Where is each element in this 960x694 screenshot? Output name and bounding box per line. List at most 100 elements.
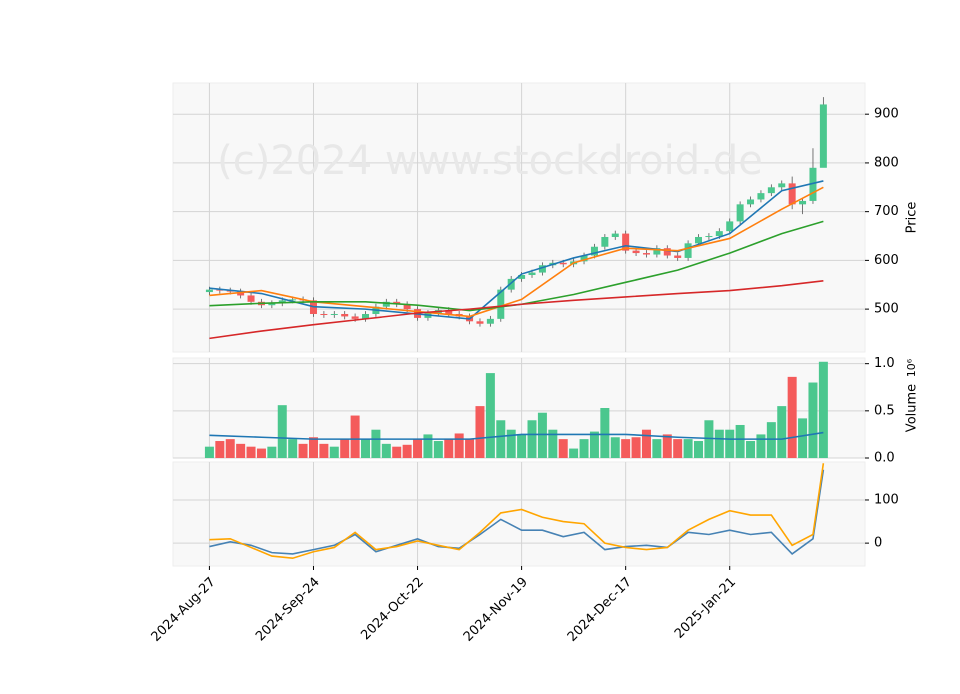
candle-body [747, 199, 755, 205]
candle-body [778, 183, 786, 188]
volume-bar [444, 439, 454, 458]
volume-bar [465, 439, 475, 458]
y-scale-label: 10⁶ [905, 358, 918, 377]
volume-bar [600, 408, 610, 458]
candle-body [695, 236, 703, 244]
panel-background [172, 82, 866, 353]
candle-body [767, 187, 775, 194]
volume-bar [694, 441, 704, 458]
moving-average-line [209, 180, 824, 320]
x-tick-label: 2025-Jan-21 [672, 575, 739, 642]
y-tick-label: 1.0 [874, 356, 895, 371]
volume-bar [485, 373, 495, 458]
candle-body [590, 246, 598, 256]
volume-bar [652, 439, 662, 458]
candle-body [330, 313, 338, 315]
volume-bar [777, 406, 787, 458]
volume-bar [766, 422, 776, 458]
volume-bar [340, 439, 350, 458]
candle-body [216, 289, 224, 291]
volume-bar [361, 439, 371, 458]
volume-bar [236, 443, 246, 458]
candle-body [580, 255, 588, 262]
volume-bar [610, 437, 620, 458]
y-axis-label: Volume [905, 384, 920, 432]
candle-body [601, 236, 609, 247]
candle-body [559, 262, 567, 265]
volume-bar [798, 418, 808, 458]
volume-bar [256, 448, 266, 458]
candle-body [715, 231, 723, 237]
candle-body [445, 310, 453, 314]
volume-bar [204, 446, 214, 458]
volume-bar [517, 434, 527, 458]
candle-body [268, 303, 276, 306]
volume-bar [662, 434, 672, 458]
oscillator-line [209, 469, 825, 555]
volume-bar [319, 443, 329, 458]
moving-average-line [209, 280, 824, 340]
volume-bar [423, 434, 433, 458]
volume-bar [454, 433, 464, 458]
candle-body [653, 248, 661, 255]
volume-bar [225, 439, 235, 458]
candle-body [799, 200, 807, 205]
candle-body [320, 313, 328, 315]
candle-body [528, 272, 536, 276]
candle-body [518, 275, 526, 279]
x-tick-label: 2024-Nov-19 [461, 575, 531, 645]
candle-body [403, 304, 411, 310]
volume-bar [641, 429, 651, 458]
x-tick-label: 2024-Sep-24 [253, 575, 323, 645]
y-tick-label: 700 [874, 204, 899, 219]
volume-bar [631, 437, 641, 458]
candle-body [278, 300, 286, 304]
y-tick-label: 500 [874, 302, 899, 317]
candle-body [632, 250, 640, 254]
candle-body [684, 243, 692, 258]
candle-body [289, 299, 297, 301]
volume-bar [267, 446, 277, 458]
moving-average-line [209, 431, 824, 440]
volume-bar [787, 376, 797, 458]
candle-body [476, 321, 484, 324]
volume-bar [673, 439, 683, 458]
candle-body [611, 233, 619, 237]
candle-body [538, 265, 546, 273]
volume-bar [475, 406, 485, 458]
y-tick-label: 0.0 [874, 451, 895, 466]
volume-bar [308, 437, 318, 458]
candle-body [622, 233, 630, 251]
volume-bar [496, 420, 506, 458]
oscillator-line [209, 463, 825, 560]
candle-body [663, 248, 671, 256]
volume-bar [548, 429, 558, 458]
volume-bar [569, 448, 579, 458]
candle-body [736, 204, 744, 222]
volume-bar [527, 420, 537, 458]
volume-bar [808, 382, 818, 458]
candle-body [674, 255, 682, 258]
volume-bar [288, 439, 298, 458]
volume-bar [413, 439, 423, 458]
volume-bar [558, 439, 568, 458]
candle-body [788, 183, 796, 205]
volume-bar [381, 443, 391, 458]
volume-bar [371, 429, 381, 458]
volume-bar [589, 431, 599, 458]
y-tick-label: 100 [874, 492, 899, 507]
candle-body [705, 236, 713, 238]
volume-bar [392, 446, 402, 458]
candle-body [757, 193, 765, 200]
volume-bar [537, 412, 547, 458]
x-tick-label: 2024-Aug-27 [149, 575, 219, 645]
candle-body [642, 253, 650, 255]
volume-bar [298, 443, 308, 458]
volume-bar [402, 444, 412, 458]
volume-bar [506, 429, 516, 458]
candle-body [237, 291, 245, 296]
volume-bar [433, 441, 443, 458]
candle-body [351, 316, 359, 319]
y-tick-label: 600 [874, 253, 899, 268]
